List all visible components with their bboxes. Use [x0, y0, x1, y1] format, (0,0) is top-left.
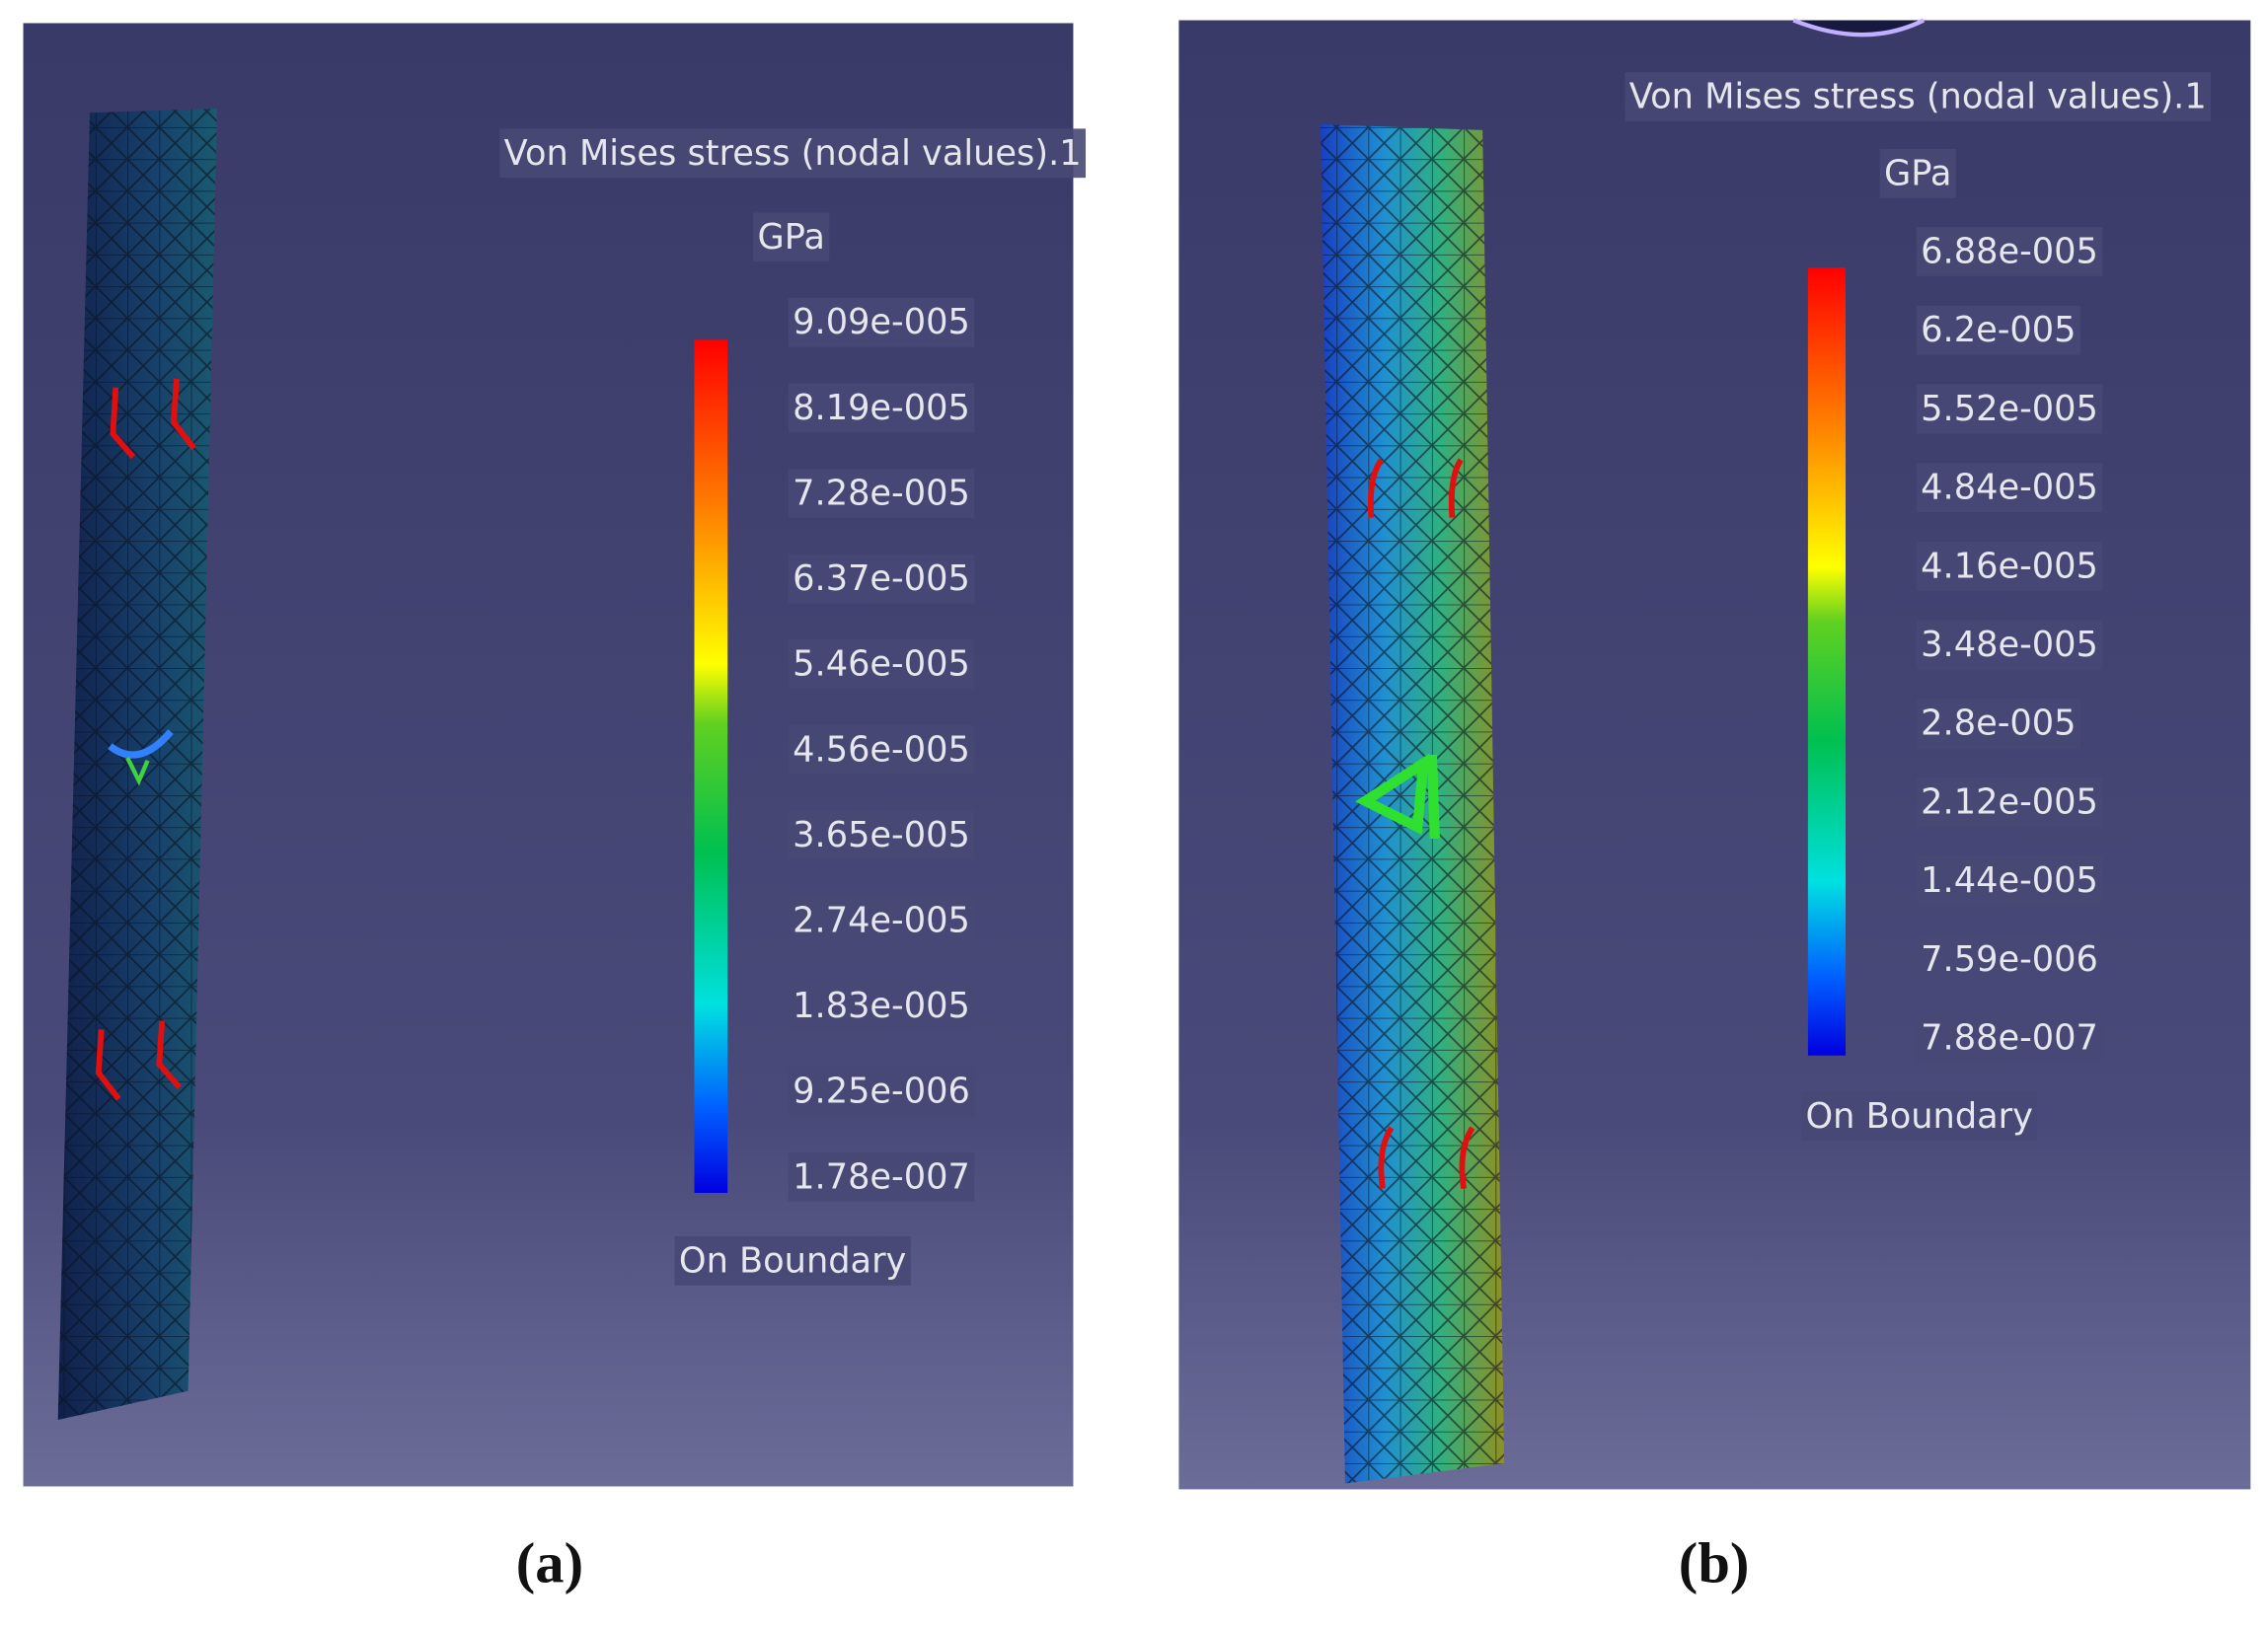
legend-label-group: 2.8e-005 [1916, 699, 2080, 749]
legend-label-box [788, 554, 975, 604]
legend-label-group: 3.65e-005 [788, 810, 975, 860]
legend-footer: On Boundary [1805, 1096, 2032, 1137]
legend-label: 1.83e-005 [793, 986, 970, 1026]
legend-label-group: 6.2e-005 [1916, 305, 2080, 355]
legend-label-box [1916, 227, 2103, 276]
legend-label: 7.88e-007 [1921, 1018, 2098, 1059]
legend-label-box [788, 896, 975, 945]
legend-footer-group: On Boundary [1801, 1091, 2038, 1142]
legend-label-box [788, 297, 975, 347]
color-bar [694, 339, 728, 1193]
legend-label-group: 7.59e-006 [1916, 934, 2103, 985]
legend-label-group: 9.25e-006 [788, 1067, 975, 1117]
legend-label: 4.16e-005 [1921, 546, 2098, 586]
legend-label-box [1916, 541, 2103, 591]
panel-caption: (a) [516, 1530, 583, 1594]
legend-label-group: 8.19e-005 [788, 383, 975, 433]
legend-label-group: 9.09e-005 [788, 297, 975, 347]
legend-label: 7.28e-005 [793, 473, 970, 513]
legend-label-group: 4.84e-005 [1916, 463, 2103, 513]
legend-label: 1.78e-007 [793, 1156, 970, 1197]
panel-caption: (b) [1679, 1530, 1750, 1594]
legend-label: 9.25e-006 [793, 1072, 970, 1112]
legend-unit-box [1879, 148, 1956, 198]
legend-label-box [1916, 620, 2103, 670]
beam-b [1321, 18, 1926, 1484]
legend-label-box [1916, 384, 2103, 434]
legend-label-box [1916, 463, 2103, 513]
legend-label: 5.46e-005 [793, 644, 970, 685]
legend-title: Von Mises stress (nodal values).1 [1629, 77, 2207, 117]
legend-label: 6.88e-005 [1921, 231, 2098, 271]
legend-label-group: 6.88e-005 [1916, 227, 2103, 276]
legend-label-group: 2.12e-005 [1916, 778, 2103, 827]
legend-footer: On Boundary [679, 1240, 906, 1281]
legend-title: Von Mises stress (nodal values).1 [504, 133, 1082, 174]
legend-label-group: 1.78e-007 [788, 1151, 975, 1202]
legend-label: 2.8e-005 [1921, 704, 2076, 744]
legend-label: 4.56e-005 [793, 729, 970, 770]
legend-label-box [788, 1151, 975, 1202]
legend-label-box [788, 810, 975, 860]
legend-label-group: 3.48e-005 [1916, 620, 2103, 670]
legend-label-group: 6.37e-005 [788, 554, 975, 604]
legend-footer-box [1801, 1091, 2038, 1142]
legend-label-box [788, 469, 975, 518]
legend-label: 5.52e-005 [1921, 389, 2098, 429]
legend-label-box [788, 1067, 975, 1117]
legend-label-box [788, 639, 975, 690]
legend-label: 9.09e-005 [793, 302, 970, 342]
legend-label: 6.2e-005 [1921, 310, 2076, 350]
legend-label-group: 5.52e-005 [1916, 384, 2103, 434]
legend-label: 3.65e-005 [793, 815, 970, 855]
legend-label-group: 5.46e-005 [788, 639, 975, 690]
beam-a [57, 108, 217, 1421]
legend-unit-group: GPa [753, 212, 830, 262]
color-bar [1807, 267, 1846, 1056]
legend-label-box [1916, 855, 2103, 906]
legend-footer-group: On Boundary [674, 1235, 911, 1286]
legend-label: 2.74e-005 [793, 901, 970, 941]
legend-title-box [1625, 72, 2212, 122]
legend-label: 2.12e-005 [1921, 781, 2098, 822]
legend-label: 4.84e-005 [1921, 468, 2098, 508]
legend-label-group: 2.74e-005 [788, 896, 975, 945]
legend-label-box [1916, 1013, 2103, 1064]
legend-label-group: 4.56e-005 [788, 724, 975, 775]
legend-title-group: Von Mises stress (nodal values).1 [499, 128, 1087, 179]
legend-label: 6.37e-005 [793, 558, 970, 599]
legend-label: 7.59e-006 [1921, 939, 2098, 980]
legend-title-box [499, 128, 1087, 179]
legend-unit: GPa [757, 217, 824, 258]
legend-label: 8.19e-005 [793, 388, 970, 428]
legend-label: 3.48e-005 [1921, 625, 2098, 665]
legend-label-box [1916, 934, 2103, 985]
legend-title-group: Von Mises stress (nodal values).1 [1625, 72, 2212, 122]
legend-label-box [1916, 699, 2080, 749]
legend-label-group: 4.16e-005 [1916, 541, 2103, 591]
legend-label-box [788, 383, 975, 433]
legend-unit-group: GPa [1879, 148, 1956, 198]
legend-label-group: 7.28e-005 [788, 469, 975, 518]
legend-unit-box [753, 212, 830, 262]
panels: Von Mises stress (nodal values).1 GPa 9.09… [499, 72, 2212, 1594]
legend-label-box [788, 981, 975, 1031]
legend-label-group: 1.44e-005 [1916, 855, 2103, 906]
legend-label-group: 1.83e-005 [788, 981, 975, 1031]
legend-unit: GPa [1884, 153, 1951, 193]
legend-label: 1.44e-005 [1921, 860, 2098, 901]
legend-label-box [1916, 778, 2103, 827]
legend-label-box [1916, 305, 2080, 355]
legend-label-group: 7.88e-007 [1916, 1013, 2103, 1064]
legend-label-box [788, 724, 975, 775]
legend-footer-box [674, 1235, 911, 1286]
